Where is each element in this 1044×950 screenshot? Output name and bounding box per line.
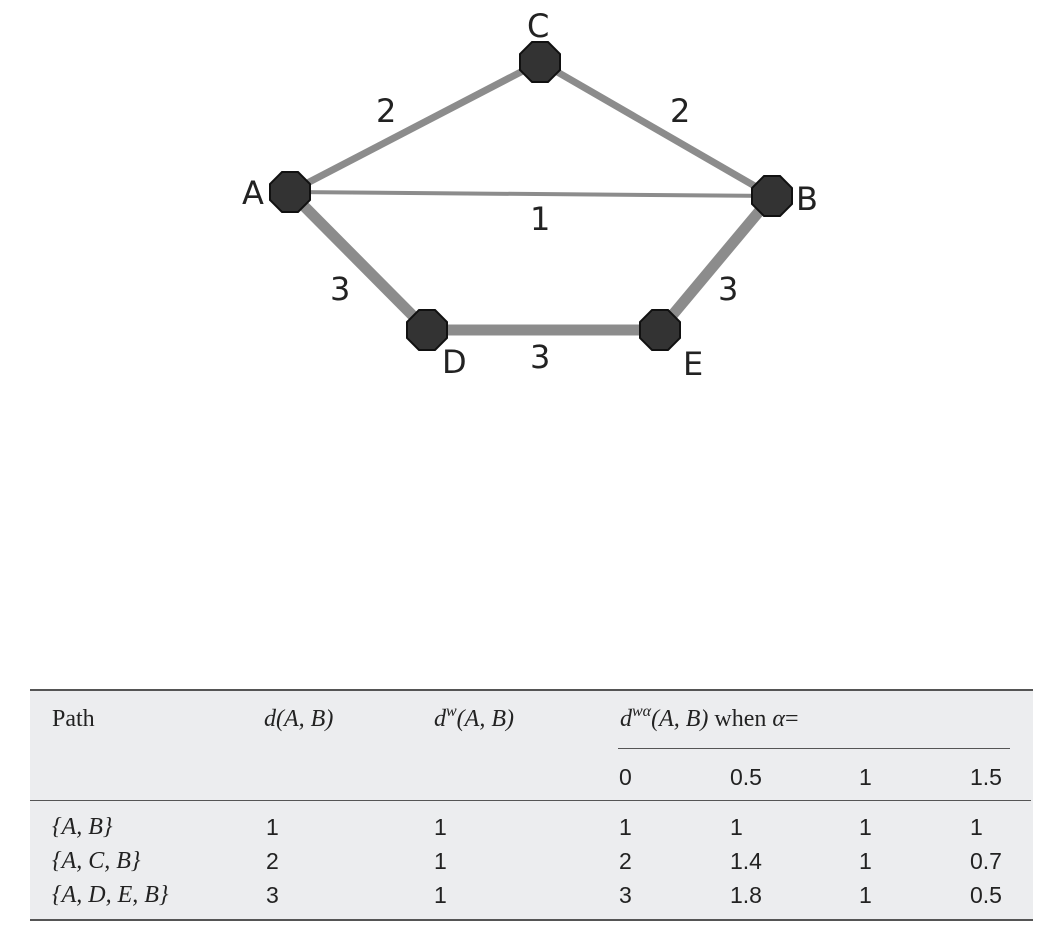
- header-d-symbol: d: [264, 706, 276, 732]
- row-2-path: {A, C, B}: [52, 848, 141, 874]
- weighted-graph: A B C D E 2 2 1 3 3 3: [242, 7, 818, 383]
- node-label-c: C: [527, 7, 549, 45]
- edge-e-b: [655, 192, 777, 334]
- node-label-e: E: [683, 345, 703, 383]
- header-dwa-symbol: d: [620, 706, 632, 732]
- edge-a-c: [288, 58, 542, 196]
- row-1-alpha-1.5: 1: [970, 814, 983, 840]
- row-1-alpha-0: 1: [619, 814, 632, 840]
- edge-weight-a-b: 1: [530, 200, 550, 238]
- header-dwa: dwα(A, B) when α=: [620, 703, 799, 736]
- node-e: [639, 309, 681, 351]
- row-3-dw: 1: [434, 882, 447, 908]
- alpha-value-1: 0.5: [730, 764, 762, 790]
- row-2-dw: 1: [434, 848, 447, 874]
- edge-weight-c-b: 2: [670, 92, 690, 130]
- header-d-args: (A, B): [276, 706, 334, 732]
- row-1-dw: 1: [434, 814, 447, 840]
- row-3-alpha-1: 1: [859, 882, 872, 908]
- header-alpha-symbol: α: [772, 706, 785, 732]
- edge-weight-a-c: 2: [376, 92, 396, 130]
- header-dw-superscript: w: [446, 703, 457, 720]
- edge-a-d: [286, 188, 431, 334]
- path-distance-table: Path d(A, B) dw(A, B) dwα(A, B) when α= …: [30, 689, 1033, 921]
- row-3-path: {A, D, E, B}: [52, 882, 169, 908]
- edge-weight-e-b: 3: [718, 270, 738, 308]
- alpha-value-3: 1.5: [970, 764, 1002, 790]
- edge-weight-d-e: 3: [530, 338, 550, 376]
- row-1-alpha-1: 1: [859, 814, 872, 840]
- node-b: [751, 175, 793, 217]
- row-3-alpha-0.5: 1.8: [730, 882, 762, 908]
- node-c: [519, 41, 561, 83]
- row-2-d: 2: [266, 848, 279, 874]
- header-d: d(A, B): [264, 705, 333, 733]
- row-3-alpha-1.5: 0.5: [970, 882, 1002, 908]
- alpha-value-0: 0: [619, 764, 632, 790]
- header-dw-args: (A, B): [456, 706, 514, 732]
- row-2-alpha-0: 2: [619, 848, 632, 874]
- header-equals: =: [784, 706, 799, 732]
- header-path: Path: [52, 706, 95, 732]
- header-dwa-when: when: [708, 706, 773, 732]
- edge-a-b: [289, 190, 773, 198]
- row-2-alpha-1: 1: [859, 848, 872, 874]
- node-label-a: A: [242, 174, 264, 212]
- header-dw: dw(A, B): [434, 703, 514, 736]
- header-dwa-args: (A, B): [651, 706, 709, 732]
- edge-c-b: [538, 58, 774, 200]
- edge-weight-a-d: 3: [330, 270, 350, 308]
- header-bottom-rule: [30, 800, 1031, 801]
- node-a: [269, 171, 311, 213]
- header-dw-symbol: d: [434, 706, 446, 732]
- row-1-path: {A, B}: [52, 814, 113, 840]
- node-label-b: B: [796, 180, 818, 218]
- alpha-value-2: 1: [859, 764, 872, 790]
- row-2-alpha-1.5: 0.7: [970, 848, 1002, 874]
- header-dwa-superscript: wα: [632, 703, 652, 720]
- node-label-d: D: [442, 343, 467, 381]
- row-2-alpha-0.5: 1.4: [730, 848, 762, 874]
- row-1-d: 1: [266, 814, 279, 840]
- header-span-rule: [618, 748, 1010, 749]
- row-3-d: 3: [266, 882, 279, 908]
- node-d: [406, 309, 448, 351]
- row-1-alpha-0.5: 1: [730, 814, 743, 840]
- row-3-alpha-0: 3: [619, 882, 632, 908]
